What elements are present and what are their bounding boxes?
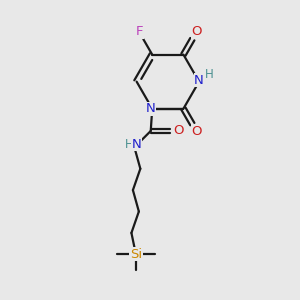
Text: O: O	[191, 125, 202, 138]
Text: F: F	[135, 26, 143, 38]
Text: Si: Si	[130, 248, 142, 261]
Text: O: O	[191, 26, 202, 38]
Text: H: H	[205, 68, 213, 81]
Text: N: N	[132, 138, 142, 151]
Text: N: N	[145, 102, 155, 115]
Text: O: O	[173, 124, 184, 137]
Text: N: N	[194, 74, 204, 87]
Text: H: H	[125, 138, 134, 151]
